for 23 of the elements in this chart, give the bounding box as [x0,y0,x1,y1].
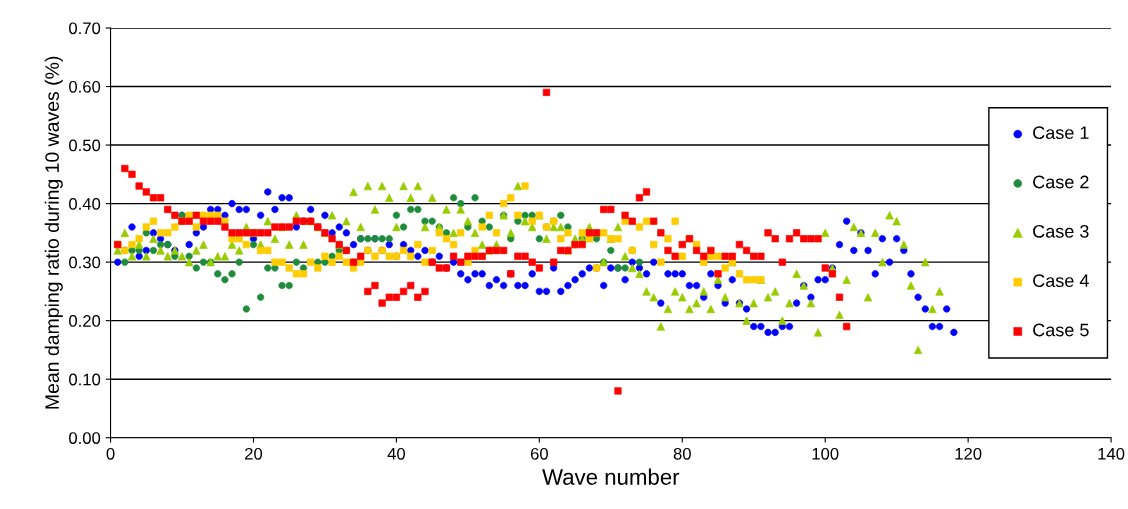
x-tick-label: 0 [106,447,115,460]
x-axis-title: Wave number [542,468,680,485]
x-tick-label: 120 [955,447,982,460]
x-tick-label: 80 [673,447,691,460]
legend-label: Case 5 [1033,323,1089,337]
legend-label: Case 2 [1033,175,1089,189]
y-tick-label: 0.30 [69,256,101,269]
y-tick-label: 0.10 [69,373,101,386]
x-tick-label: 20 [245,447,263,460]
y-tick-label: 0.00 [69,432,101,444]
y-axis-title: Mean damping ratio during 10 waves (%) [44,56,63,409]
x-tick-label: 40 [387,447,406,460]
legend-label: Case 1 [1033,126,1089,140]
y-tick-label: 0.60 [69,80,101,93]
y-tick-label: 0.70 [69,22,101,35]
legend-label: Case 3 [1033,224,1089,238]
x-tick-label: 60 [530,447,548,460]
y-tick-label: 0.50 [69,139,101,152]
x-tick-label: 100 [812,447,839,460]
x-tick-label: 140 [1098,447,1125,460]
legend-label: Case 4 [1033,274,1089,288]
y-tick-label: 0.40 [69,198,101,210]
y-tick-label: 0.20 [69,315,101,327]
